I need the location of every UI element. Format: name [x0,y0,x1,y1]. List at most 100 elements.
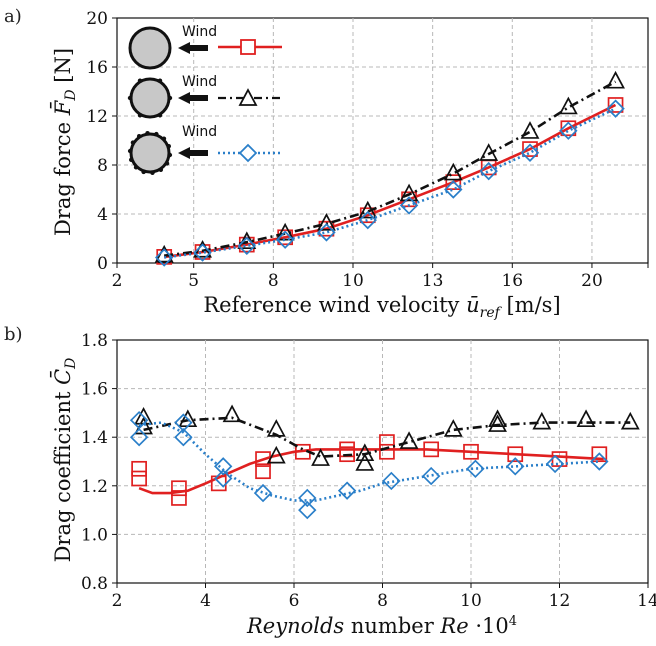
x-tick-label: 13 [422,271,444,291]
cylinder-ribbed-icon [127,77,173,119]
legend-square-marker [240,39,256,55]
rib-dot [133,165,139,170]
x-tick-label: 14 [637,591,656,611]
x-tick-label: 10 [460,591,482,611]
rib-dot [127,148,133,154]
data-point-diamond [154,248,174,267]
data-point-diamond [506,457,525,476]
rib-dot [137,113,143,118]
rib-dot [164,161,170,166]
series-line-diamond [164,107,617,259]
x-tick-label: 12 [549,591,571,611]
y-tick-label: 20 [86,9,108,29]
data-point-diamond [399,196,419,215]
data-point-triangle [558,96,578,115]
data-point-diamond [444,180,463,199]
data-point-diamond [275,230,295,249]
legend-entry-triangle: Wind [127,74,282,119]
data-point-triangle [266,419,286,437]
y-tick-label: 4 [97,205,108,225]
data-point-triangle [275,222,295,241]
wind-arrow-icon-3 [178,147,208,159]
data-point-square [255,463,271,480]
data-point-diamond [298,500,317,520]
data-point-diamond [213,457,233,476]
data-point-diamond [606,99,625,118]
data-point-triangle [311,448,330,466]
chart-a-xlabel: Reference wind velocity ūref [m/s] [203,293,560,321]
x-tick-label: 10 [342,271,364,291]
chart-b-ylabel: Drag coefficient C̄D [50,358,79,563]
data-point-square [507,446,524,463]
data-point-triangle [399,183,419,202]
rib-dot [141,169,146,175]
y-tick-label: 8 [97,156,108,176]
data-point-triangle [520,121,540,139]
legend-diamond-marker [238,143,258,163]
legend-entry-square: Wind [128,24,282,70]
series-line-triangle [164,80,617,257]
cylinder-smooth-icon [128,26,172,70]
data-point-diamond [317,223,336,242]
data-point-triangle [488,409,507,428]
rib-dot [158,167,164,173]
drag-force-chart: 2 5 8 10 13 16 20 0 4 8 12 16 20 [86,9,649,291]
x-tick-label: 4 [200,591,211,611]
cylinder-serrated-icon [127,130,173,176]
data-point-triangle [606,70,625,89]
y-tick-label: 1.0 [81,525,108,545]
data-point-triangle [576,409,596,428]
y-tick-label: 0 [97,254,108,274]
legend-entry-diamond: Wind [127,124,282,176]
series-line-diamond [138,421,600,502]
data-point-diamond [174,427,193,447]
chart-a-ylabel: Drag force F̄D [N] [50,48,79,236]
data-point-triangle [399,431,419,449]
data-point-triangle [532,411,552,430]
rib-dot [145,130,150,136]
rib-dot [129,157,134,163]
rib-dot [167,95,173,101]
legend: Wind Wind Wind [127,24,282,176]
rib-dot [157,113,163,118]
data-point-diamond [545,454,565,474]
data-point-triangle [358,200,378,219]
data-point-diamond [421,466,441,486]
y-tick-label: 1.2 [81,477,108,497]
data-point-triangle [488,414,507,432]
rib-dot [167,152,173,158]
data-point-diamond [298,488,317,508]
cylinder-body [129,77,171,119]
x-tick-label: 5 [188,271,199,291]
data-point-square [171,480,187,497]
rib-dot [166,143,171,149]
x-tick-label: 2 [112,591,123,611]
data-point-triangle [443,162,463,181]
x-tick-label: 8 [377,591,388,611]
x-tick-label: 6 [289,591,300,611]
rib-dot [127,95,133,101]
data-point-square [131,470,147,487]
x-tick-label: 8 [268,271,279,291]
data-point-diamond [559,121,578,140]
data-point-square [445,174,462,190]
data-point-diamond [520,143,540,162]
rib-dot [150,170,155,176]
data-point-diamond [479,161,498,181]
y-tick-label: 16 [86,58,108,78]
data-point-diamond [193,243,212,262]
legend-wind-label: Wind [182,24,217,40]
series-line-square [164,103,617,259]
x-tick-label: 2 [112,271,123,291]
rib-dot [157,78,163,83]
rib-dot [136,133,142,139]
y-tick-label: 1.8 [81,331,108,351]
wind-arrow-icon-2 [178,92,208,104]
data-point-square [171,490,187,506]
data-point-diamond [358,210,377,230]
data-point-diamond [174,413,193,432]
rib-dot [154,131,159,137]
panel-label-b: b) [4,324,23,345]
y-tick-label: 1.4 [81,428,108,448]
